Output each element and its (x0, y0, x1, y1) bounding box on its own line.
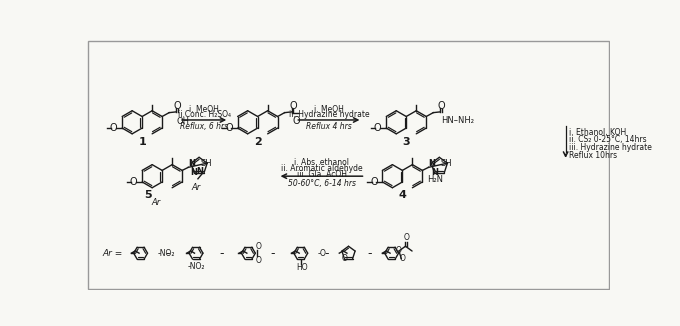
Text: O: O (225, 123, 233, 133)
Text: iii. Hydrazine hydrate: iii. Hydrazine hydrate (568, 143, 651, 152)
Text: Ar: Ar (192, 184, 201, 192)
Text: 2: 2 (254, 137, 262, 146)
Text: -: - (368, 247, 373, 260)
Text: SH: SH (441, 159, 452, 168)
Text: O: O (438, 101, 445, 111)
Text: -O: -O (318, 249, 326, 258)
Text: -NO₂: -NO₂ (158, 249, 175, 258)
Text: 3: 3 (403, 137, 410, 146)
Text: 50-60°C, 6-14 hrs: 50-60°C, 6-14 hrs (288, 179, 356, 188)
Text: Ar: Ar (152, 198, 160, 207)
Text: OH: OH (177, 116, 190, 126)
Text: ii. Aromatic aldehyde: ii. Aromatic aldehyde (281, 164, 362, 173)
Text: Reflux 10hrs: Reflux 10hrs (568, 151, 617, 160)
Text: N: N (188, 159, 195, 168)
Text: iii. Gla. AcOH: iii. Gla. AcOH (296, 170, 347, 179)
Text: Ar =: Ar = (102, 249, 122, 258)
Text: O: O (173, 101, 182, 111)
Text: O: O (374, 123, 381, 133)
Text: O: O (130, 177, 137, 187)
Text: O: O (370, 177, 377, 187)
FancyBboxPatch shape (88, 41, 609, 289)
Text: O: O (341, 254, 347, 263)
Text: -: - (219, 247, 224, 260)
Text: 5: 5 (144, 190, 152, 200)
Text: i. Ethanol, KOH: i. Ethanol, KOH (568, 128, 626, 137)
Text: i. Abs. ethanol: i. Abs. ethanol (294, 158, 349, 167)
Text: ii. CS₂ 0-25°C, 14hrs: ii. CS₂ 0-25°C, 14hrs (568, 135, 647, 144)
Text: HN–NH₂: HN–NH₂ (441, 116, 474, 125)
Text: N: N (190, 168, 198, 177)
Text: Reflux 4 hrs: Reflux 4 hrs (306, 122, 352, 131)
Text: i. MeOH: i. MeOH (314, 105, 344, 114)
Text: O: O (404, 233, 410, 242)
Text: Reflux, 6 hrs: Reflux, 6 hrs (180, 122, 228, 131)
Text: O: O (396, 246, 402, 255)
Text: N: N (428, 159, 436, 168)
Text: -NO₂: -NO₂ (187, 262, 205, 271)
Text: H₂N: H₂N (427, 175, 443, 184)
Text: i. MeOH: i. MeOH (189, 105, 219, 114)
Text: O: O (400, 254, 406, 263)
Text: -: - (324, 247, 328, 260)
Text: -: - (165, 247, 170, 260)
Text: O: O (110, 123, 118, 133)
Text: -: - (271, 247, 275, 260)
Text: O: O (289, 101, 297, 111)
Text: SH: SH (201, 159, 212, 168)
Text: O: O (256, 242, 261, 251)
Text: O: O (256, 256, 261, 265)
Text: HO: HO (296, 262, 308, 272)
Text: ii.Conc. H₂SO₄: ii.Conc. H₂SO₄ (177, 110, 231, 119)
Text: N: N (197, 167, 203, 176)
Text: N: N (431, 168, 438, 177)
Text: 4: 4 (398, 190, 407, 200)
Text: 1: 1 (138, 137, 146, 146)
Text: ii. Hydrazine hydrate: ii. Hydrazine hydrate (288, 110, 369, 119)
Text: O: O (292, 116, 300, 126)
